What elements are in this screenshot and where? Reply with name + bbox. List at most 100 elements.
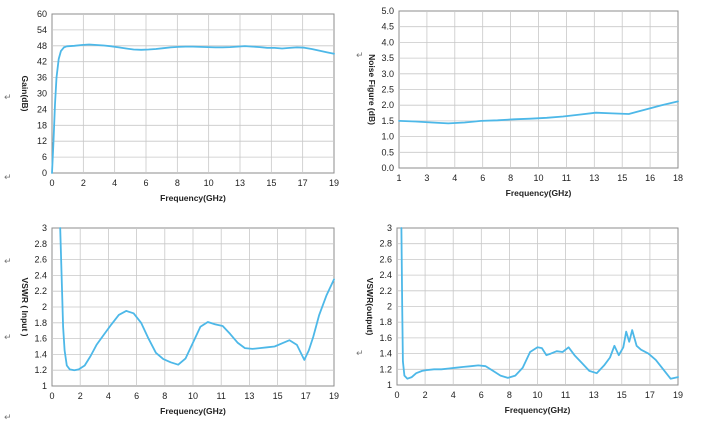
x-tick-label: 19 (329, 391, 339, 401)
x-tick-label: 13 (589, 390, 599, 400)
y-tick-label: 3 (387, 223, 392, 233)
vswr-output-series-line (400, 227, 679, 380)
y-tick-label: 2 (387, 302, 392, 312)
y-tick-label: 2.6 (379, 254, 392, 264)
x-tick-label: 16 (645, 173, 655, 183)
x-tick-label: 17 (298, 178, 308, 188)
y-tick-label: 2.8 (34, 239, 47, 249)
x-tick-label: 4 (112, 178, 117, 188)
y-tick-label: 0.5 (381, 147, 394, 157)
y-tick-label: 2.2 (34, 286, 47, 296)
y-tick-label: 2.2 (379, 286, 392, 296)
x-tick-label: 11 (217, 391, 226, 401)
y-tick-label: 1.8 (34, 318, 47, 328)
y-tick-label: 1.4 (379, 349, 392, 359)
x-tick-label: 2 (78, 391, 83, 401)
x-tick-label: 4 (106, 391, 111, 401)
x-tick-label: 1 (396, 173, 401, 183)
x-tick-label: 3 (424, 173, 429, 183)
paragraph-mark: ↵ (356, 349, 364, 359)
x-tick-label: 17 (301, 391, 311, 401)
y-tick-label: 42 (37, 57, 47, 67)
x-tick-label: 15 (617, 173, 627, 183)
paragraph-mark: ↵ (4, 93, 12, 103)
x-tick-label: 0 (49, 178, 54, 188)
x-tick-label: 6 (143, 178, 148, 188)
x-tick-label: 10 (533, 173, 543, 183)
paragraph-mark: ↵ (356, 51, 364, 61)
x-tick-label: 11 (561, 390, 570, 400)
y-tick-label: 1.2 (34, 365, 47, 375)
y-tick-label: 12 (37, 136, 47, 146)
x-tick-label: 10 (188, 391, 198, 401)
x-tick-label: 13 (235, 178, 245, 188)
x-tick-label: 15 (617, 390, 627, 400)
x-tick-label: 15 (273, 391, 283, 401)
x-tick-label: 10 (204, 178, 214, 188)
y-tick-label: 3.5 (381, 53, 394, 63)
paragraph-mark: ↵ (4, 173, 12, 183)
y-tick-label: 3.0 (381, 69, 394, 79)
y-tick-label: 0.0 (381, 163, 394, 173)
x-tick-label: 4 (451, 390, 456, 400)
x-tick-label: 0 (49, 391, 54, 401)
y-axis-label: VSWR ( Input ) (20, 277, 30, 336)
y-tick-label: 60 (37, 9, 47, 19)
x-tick-label: 0 (394, 390, 399, 400)
vswr-input-series-line (59, 227, 335, 372)
y-tick-label: 1.4 (34, 349, 47, 359)
y-tick-label: 1.6 (379, 333, 392, 343)
paragraph-mark: ↵ (4, 413, 12, 423)
x-tick-label: 19 (673, 390, 683, 400)
vswr-input-chart: 1 1.2 1.4 1.6 1.8 2 2.2 2.4 2.6 2.8 3 0 2 4 6 8 10 11 13 15… (20, 223, 339, 416)
x-axis-label: Frequency(GHz) (505, 405, 571, 415)
y-tick-label: 2.6 (34, 255, 47, 265)
x-axis-label: Frequency(GHz) (160, 193, 226, 203)
x-tick-label: 18 (673, 173, 683, 183)
x-tick-label: 8 (508, 173, 513, 183)
x-tick-label: 2 (81, 178, 86, 188)
x-tick-label: 4 (452, 173, 457, 183)
y-tick-label: 4.0 (381, 37, 394, 47)
y-tick-label: 24 (37, 104, 47, 114)
x-tick-label: 17 (645, 390, 655, 400)
x-tick-label: 8 (175, 178, 180, 188)
y-tick-label: 2.4 (379, 270, 392, 280)
gain-series-line (51, 43, 335, 174)
paragraph-mark: ↵ (4, 257, 12, 267)
x-tick-label: 2 (423, 390, 428, 400)
paragraph-mark: ↵ (4, 333, 12, 343)
y-tick-label: 36 (37, 73, 47, 83)
x-tick-label: 13 (589, 173, 599, 183)
y-tick-label: 48 (37, 41, 47, 51)
y-tick-label: 30 (37, 89, 47, 99)
y-tick-label: 1.8 (379, 317, 392, 327)
x-tick-label: 8 (162, 391, 167, 401)
y-tick-label: 2.5 (381, 85, 394, 95)
y-tick-label: 2.4 (34, 270, 47, 280)
y-tick-label: 1 (42, 381, 47, 391)
x-tick-label: 19 (329, 178, 339, 188)
y-tick-label: 2.8 (379, 239, 392, 249)
y-axis-label: Gain(dB) (20, 76, 30, 112)
x-axis-label: Frequency(GHz) (160, 406, 226, 416)
y-axis-label: Noise Figure (dB) (367, 54, 377, 125)
x-tick-label: 15 (266, 178, 276, 188)
x-axis-label: Frequency(GHz) (506, 188, 572, 198)
y-tick-label: 1.6 (34, 334, 47, 344)
y-tick-label: 1.2 (379, 364, 392, 374)
x-tick-label: 8 (507, 390, 512, 400)
y-tick-label: 6 (42, 152, 47, 162)
x-tick-label: 13 (244, 391, 254, 401)
y-tick-label: 4.5 (381, 22, 394, 32)
x-tick-label: 11 (562, 173, 571, 183)
y-tick-label: 54 (37, 25, 47, 35)
y-tick-label: 3 (42, 223, 47, 233)
y-tick-label: 0 (42, 168, 47, 178)
y-tick-label: 2 (42, 302, 47, 312)
noise-figure-chart: 0.00.51.01.52.02.53.03.54.04.55.01 3 4 6 8 10… (367, 6, 683, 198)
y-tick-label: 1 (387, 380, 392, 390)
y-tick-label: 1.5 (381, 116, 394, 126)
